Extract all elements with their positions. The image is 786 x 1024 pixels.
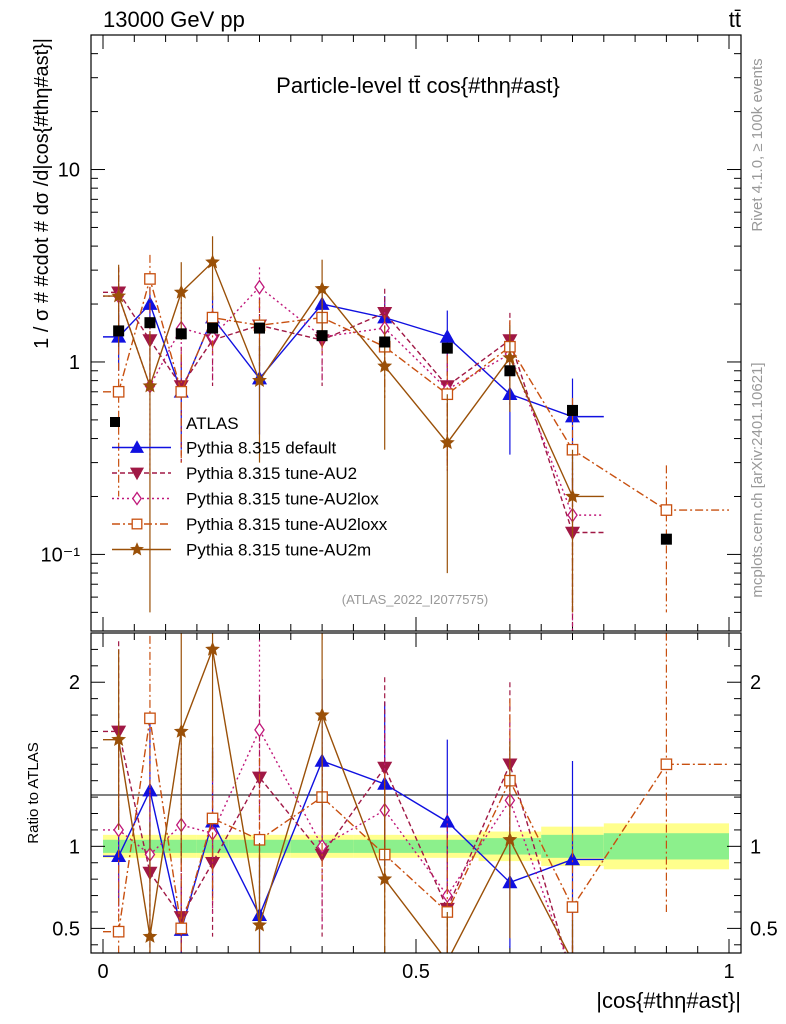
process-label: tt̄ bbox=[729, 7, 741, 32]
atlas-data-point bbox=[175, 328, 187, 340]
y-axis-label: 1 / σ # #cdot # dσ /d|cos{#thη#ast}| bbox=[31, 38, 53, 349]
marker-star bbox=[439, 434, 455, 450]
atlas-data-point bbox=[441, 342, 453, 354]
marker-star bbox=[142, 378, 158, 393]
legend-marker bbox=[132, 491, 142, 506]
legend-marker bbox=[130, 542, 144, 556]
atlas-data-points bbox=[113, 317, 672, 545]
ratio-tick-label: 1 bbox=[69, 836, 80, 858]
atlas-data-point bbox=[660, 533, 672, 545]
atlas-data-point bbox=[113, 325, 125, 337]
ratio-tick-label: 0.5 bbox=[52, 918, 80, 940]
marker-diamond bbox=[441, 887, 453, 904]
atlas-data-point bbox=[379, 336, 391, 348]
ratio-plot-area bbox=[103, 633, 729, 984]
legend-label: Pythia 8.315 tune-AU2loxx bbox=[186, 515, 388, 534]
main-axis-ticks: 10⁻¹ 1 10 bbox=[41, 34, 741, 632]
atlas-data-point bbox=[207, 322, 219, 334]
ratio-panel: 0.5 0.5 1 1 2 2 0 0.5 1 bbox=[52, 632, 778, 984]
energy-label: 13000 GeV pp bbox=[103, 7, 245, 32]
marker-star bbox=[173, 284, 189, 299]
marker-square bbox=[206, 311, 219, 324]
ratio-tick-label: 2 bbox=[69, 672, 80, 694]
legend-atlas-marker bbox=[110, 417, 120, 427]
ratio-axis-ticks: 0.5 0.5 1 1 2 2 0 0.5 1 bbox=[52, 633, 778, 983]
x-axis-label: |cos{#thη#ast}| bbox=[596, 988, 741, 1013]
atlas-data-point bbox=[504, 365, 516, 377]
y-tick-label: 1 bbox=[69, 352, 80, 374]
series-5-line bbox=[103, 260, 604, 498]
marker-star bbox=[111, 731, 127, 746]
legend-label: Pythia 8.315 tune-AU2m bbox=[186, 541, 371, 560]
y-tick-label: 10 bbox=[58, 160, 80, 182]
marker-star bbox=[111, 288, 127, 303]
atlas-data-point bbox=[144, 317, 156, 329]
main-panel: 10⁻¹ 1 10 bbox=[41, 34, 742, 632]
marker-star bbox=[205, 641, 220, 656]
marker-triangle-up bbox=[564, 851, 581, 866]
marker-square bbox=[660, 504, 673, 516]
marker-square bbox=[175, 385, 188, 398]
marker-star bbox=[377, 358, 393, 373]
legend-label: Pythia 8.315 tune-AU2lox bbox=[186, 490, 379, 509]
marker-diamond bbox=[254, 722, 265, 738]
marker-star bbox=[314, 707, 330, 722]
x-tick-label: 0.5 bbox=[402, 961, 430, 983]
analysis-watermark: (ATLAS_2022_I2077575) bbox=[342, 592, 488, 607]
marker-triangle-up bbox=[439, 329, 455, 343]
marker-square bbox=[206, 812, 219, 825]
x-tick-label: 1 bbox=[723, 961, 734, 983]
marker-square bbox=[144, 273, 156, 285]
legend-label: Pythia 8.315 tune-AU2 bbox=[186, 464, 357, 483]
legend: ATLAS Pythia 8.315 default Pythia 8.315 tu… bbox=[110, 414, 388, 560]
marker-star bbox=[565, 488, 580, 503]
marker-square bbox=[112, 385, 125, 398]
x-tick-label: 0 bbox=[97, 961, 108, 983]
marker-star bbox=[252, 917, 267, 932]
atlas-data-point bbox=[316, 330, 328, 342]
y-tick-label: 10⁻¹ bbox=[41, 544, 81, 566]
marker-square bbox=[112, 925, 125, 938]
marker-star bbox=[142, 928, 158, 943]
legend-label: Pythia 8.315 default bbox=[186, 439, 337, 458]
atlas-data-point bbox=[567, 404, 578, 416]
marker-star bbox=[566, 955, 578, 967]
marker-star bbox=[377, 871, 393, 886]
rivet-version-label: Rivet 4.1.0, ≥ 100k events bbox=[749, 58, 766, 231]
series-3-ratio-line bbox=[103, 728, 566, 953]
marker-star bbox=[252, 372, 267, 387]
marker-triangle-down bbox=[566, 972, 579, 984]
ratio-frame bbox=[90, 632, 742, 954]
marker-square bbox=[660, 758, 673, 771]
legend-marker bbox=[131, 518, 143, 530]
marker-star bbox=[173, 723, 189, 738]
series-2-ratio-line bbox=[103, 730, 567, 953]
marker-star bbox=[205, 254, 220, 269]
legend-atlas-label: ATLAS bbox=[186, 414, 239, 433]
marker-square bbox=[566, 901, 579, 913]
plot-title: Particle-level tt̄ cos{#thη#ast} bbox=[276, 73, 560, 98]
marker-star bbox=[502, 831, 518, 847]
marker-star bbox=[441, 955, 453, 967]
marker-star bbox=[502, 350, 518, 365]
ratio-tick-label-right: 1 bbox=[750, 836, 761, 858]
atlas-data-point bbox=[254, 322, 265, 334]
ratio-axis-label: Ratio to ATLAS bbox=[25, 742, 42, 843]
marker-square bbox=[175, 922, 188, 935]
marker-diamond bbox=[568, 968, 577, 981]
marker-star bbox=[314, 280, 330, 296]
series-5-ratio-line bbox=[103, 646, 570, 953]
legend-marker bbox=[129, 440, 145, 453]
marker-square bbox=[144, 712, 156, 725]
ratio-tick-label-right: 0.5 bbox=[750, 918, 778, 940]
legend-marker bbox=[129, 467, 145, 481]
ratio-tick-label-right: 2 bbox=[750, 672, 761, 694]
marker-diamond bbox=[254, 279, 265, 295]
series-1-ratio-line bbox=[103, 760, 604, 931]
series-2-line bbox=[103, 291, 604, 534]
atlas-uncertainty-bands bbox=[103, 823, 729, 870]
mcplots-label: mcplots.cern.ch [arXiv:2401.10621] bbox=[749, 362, 766, 597]
main-frame bbox=[90, 34, 742, 632]
